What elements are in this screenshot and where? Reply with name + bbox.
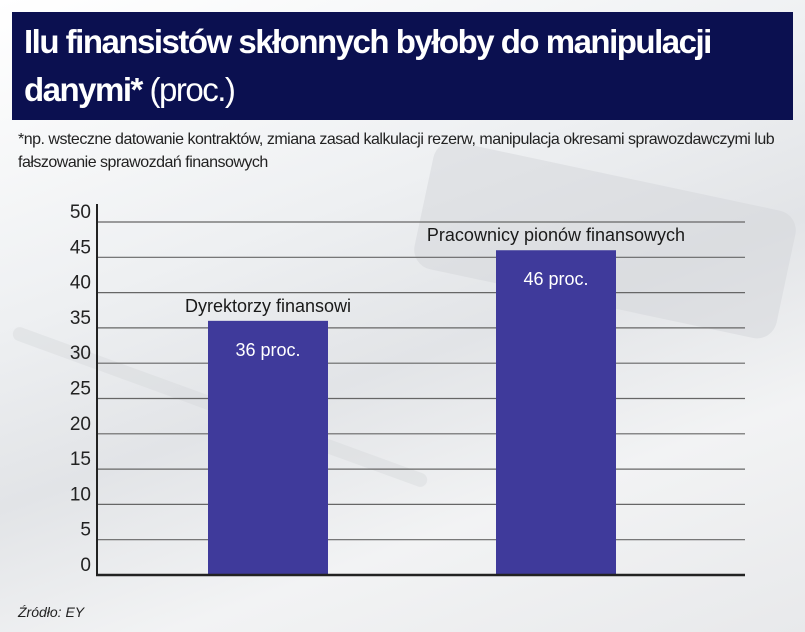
y-tick-label: 50 [70, 202, 91, 223]
bar [208, 320, 328, 575]
title-banner: Ilu finansistów skłonnych byłoby do mani… [12, 12, 793, 120]
y-tick-label: 35 [70, 308, 91, 329]
y-tick-label: 5 [80, 520, 91, 541]
title-unit: (proc.) [149, 71, 236, 108]
bar [496, 250, 616, 576]
category-label: Dyrektorzy finansowi [185, 296, 351, 316]
y-tick-label: 30 [70, 343, 91, 364]
y-tick-label: 45 [70, 237, 91, 258]
category-label: Pracownicy pionów finansowych [427, 225, 685, 245]
y-tick-label: 15 [70, 449, 91, 470]
y-tick-label: 20 [70, 414, 91, 435]
y-tick-label: 0 [80, 555, 91, 576]
title-main: Ilu finansistów skłonnych byłoby do mani… [24, 23, 712, 108]
source-note: Źródło: EY [18, 604, 85, 620]
chart-subtitle: *np. wsteczne datowanie kontraktów, zmia… [18, 131, 775, 171]
y-tick-label: 40 [70, 273, 91, 294]
y-tick-label: 10 [70, 484, 91, 505]
y-tick-label: 25 [70, 379, 91, 400]
bar-chart: 0 5 10 15 20 25 30 35 40 45 50 36 proc. Dyrektorzy f… [70, 202, 745, 577]
bar-value-label: 46 proc. [523, 269, 588, 289]
bar-value-label: 36 proc. [235, 340, 300, 360]
chart-title: Ilu finansistów skłonnych byłoby do mani… [24, 18, 784, 114]
